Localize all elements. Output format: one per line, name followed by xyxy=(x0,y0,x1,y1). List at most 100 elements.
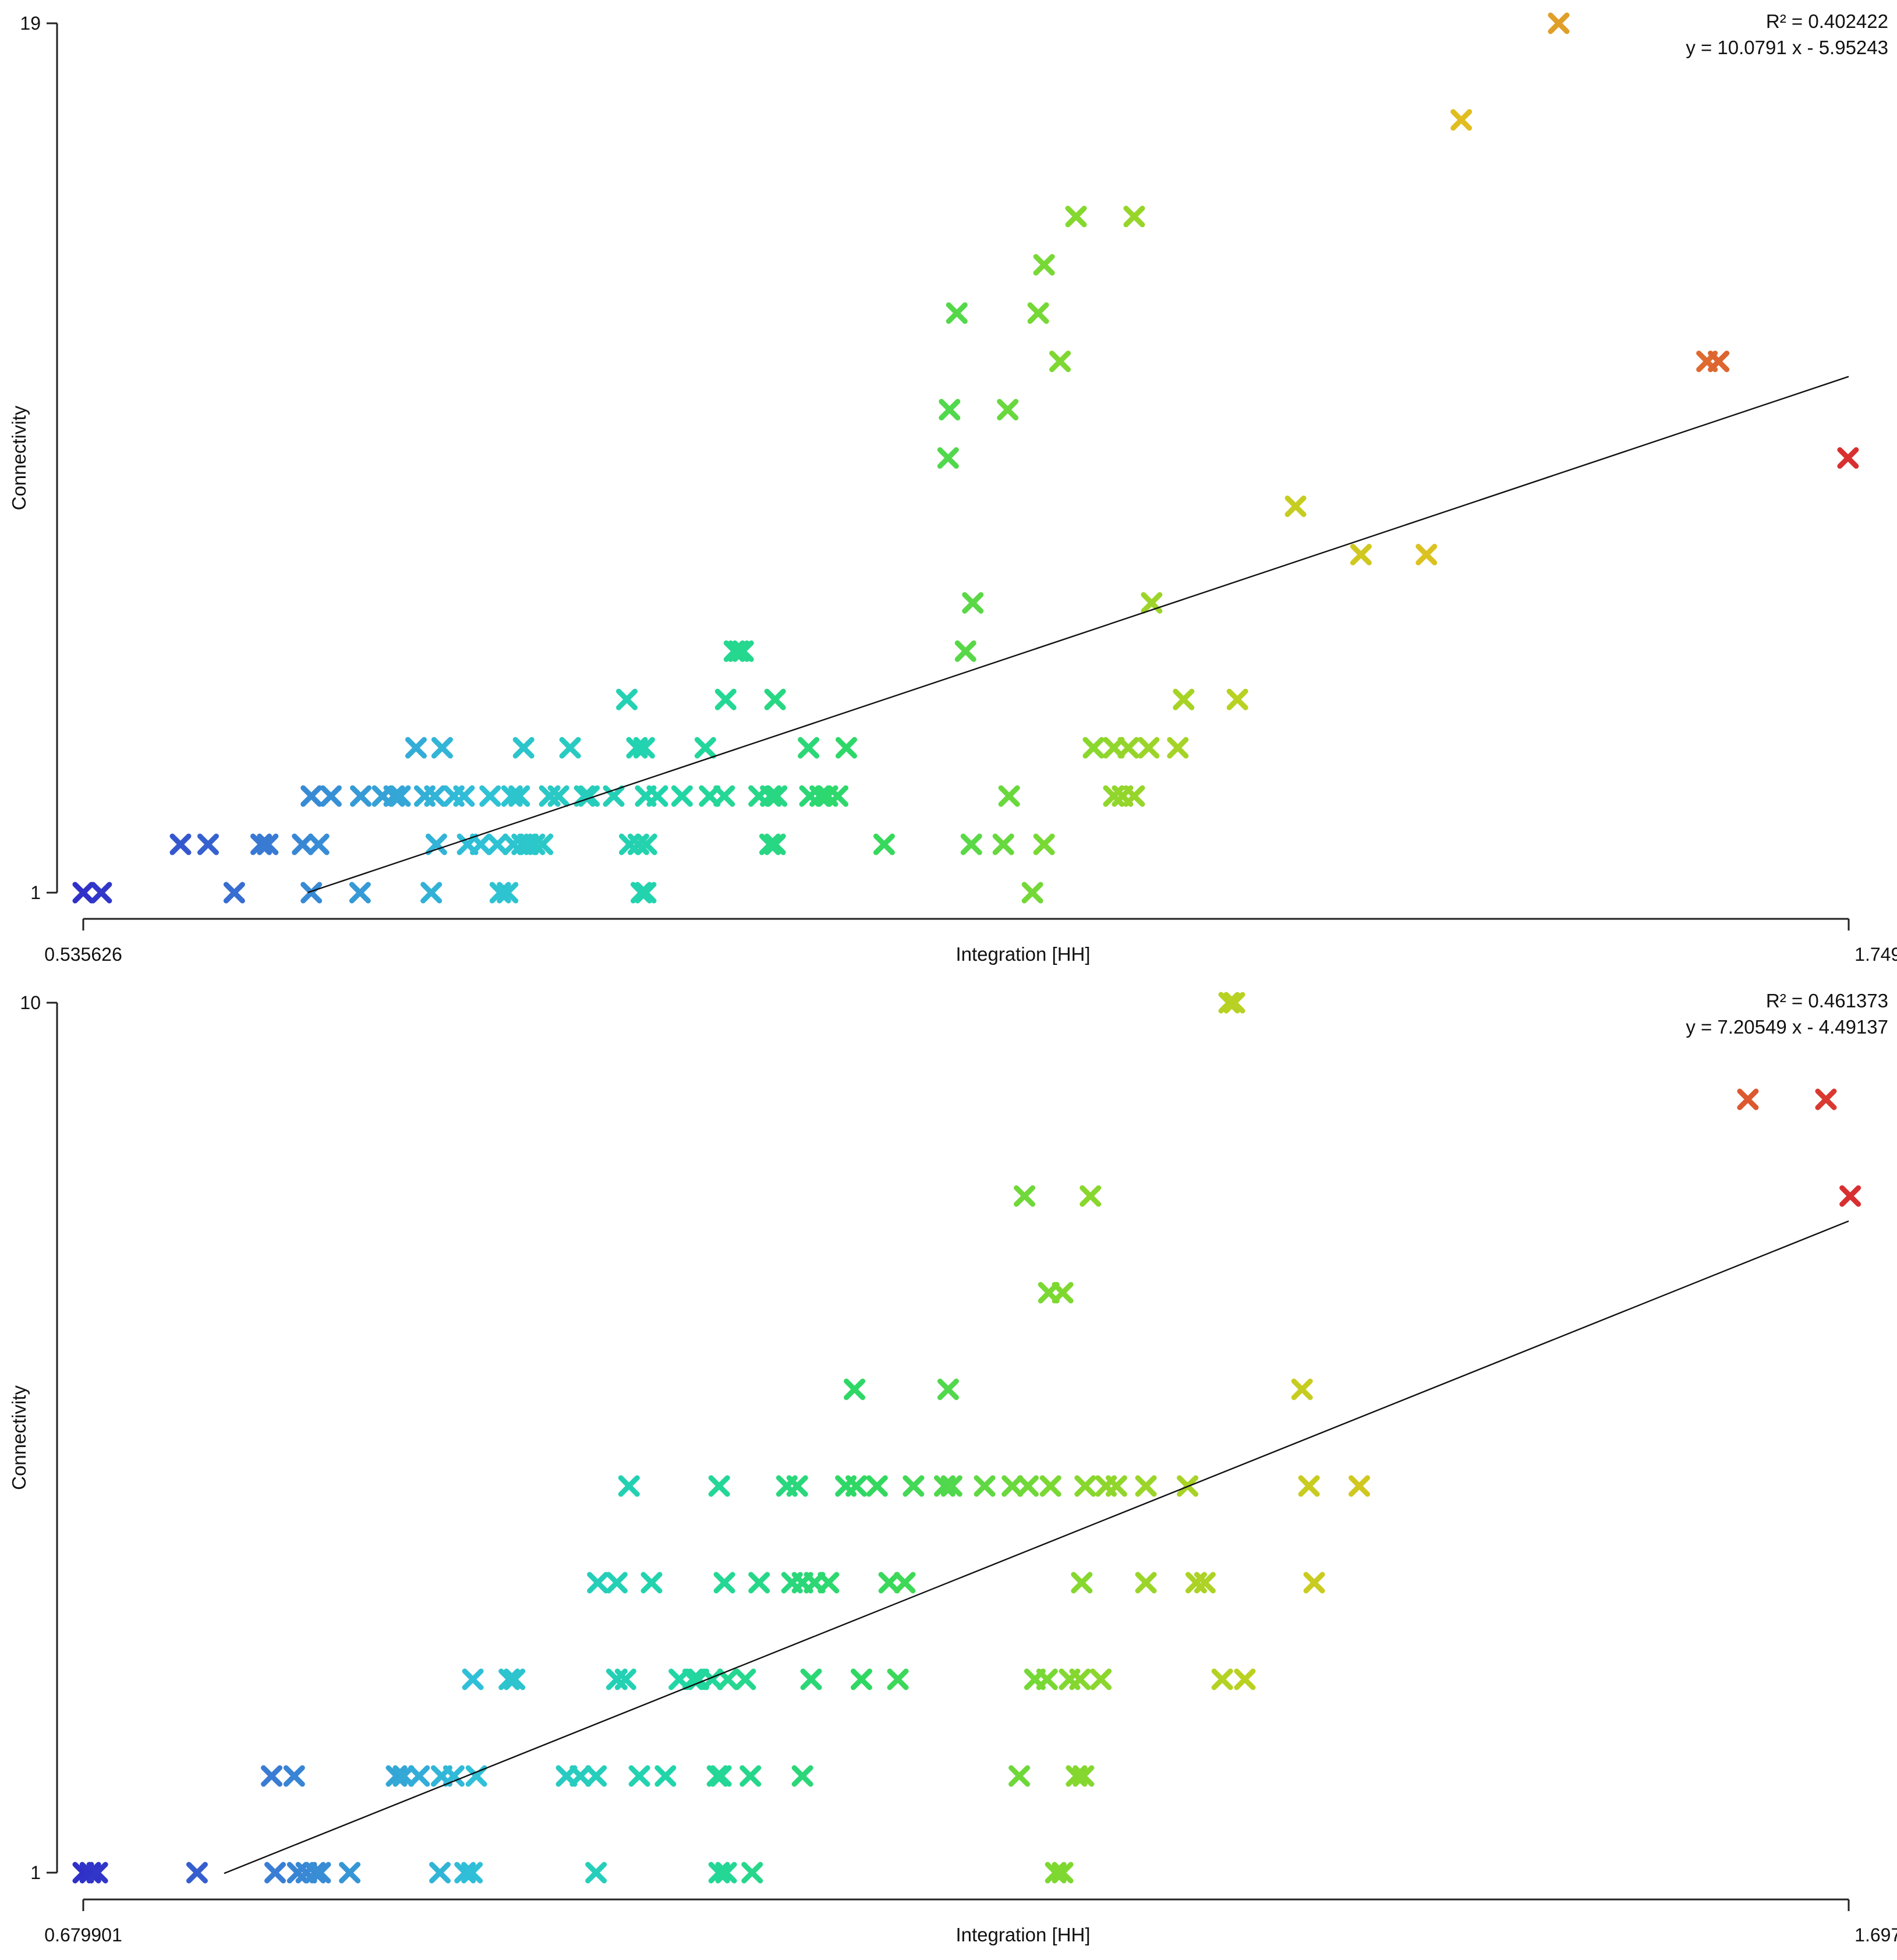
data-point-bottom-33 xyxy=(710,1765,732,1787)
data-point-bottom-40 xyxy=(498,1668,521,1690)
data-point-bottom-62 xyxy=(640,1572,663,1594)
data-point-top-69 xyxy=(405,737,427,759)
data-point-bottom-36 xyxy=(1008,1765,1031,1787)
data-point-bottom-45 xyxy=(682,1668,704,1690)
data-point-bottom-47 xyxy=(701,1668,723,1690)
y-tick-label-min-top: 1 xyxy=(30,882,41,903)
data-point-top-2 xyxy=(223,882,245,904)
scatter-panel-bottom: 1 10 0.679901 1.69761 Integration [HH] C… xyxy=(8,990,1897,1945)
data-point-top-65 xyxy=(998,785,1020,807)
data-point-bottom-72 xyxy=(1135,1572,1157,1594)
data-point-top-10 xyxy=(1021,882,1043,904)
data-point-top-75 xyxy=(694,737,716,759)
data-point-bottom-87 xyxy=(1001,1475,1024,1497)
y-tick-label-max-top: 19 xyxy=(20,13,41,34)
data-point-bottom-68 xyxy=(817,1572,840,1594)
data-point-top-36 xyxy=(320,785,342,807)
data-point-bottom-56 xyxy=(1069,1668,1091,1690)
data-point-bottom-51 xyxy=(850,1668,872,1690)
data-point-top-74 xyxy=(633,737,655,759)
data-point-top-85 xyxy=(764,688,786,710)
data-point-bottom-90 xyxy=(1074,1475,1096,1497)
data-point-bottom-74 xyxy=(1194,1572,1216,1594)
data-point-top-93 xyxy=(1350,543,1372,565)
data-point-bottom-101 xyxy=(1052,1282,1074,1304)
data-point-bottom-16 xyxy=(741,1862,763,1884)
data-point-bottom-11 xyxy=(454,1862,476,1884)
data-point-top-0 xyxy=(72,882,94,904)
data-point-bottom-39 xyxy=(462,1668,484,1690)
data-point-top-12 xyxy=(197,833,219,855)
regression-equation-label-bottom: y = 7.20549 x - 4.49137 xyxy=(1686,1016,1888,1038)
data-point-top-108 xyxy=(962,592,984,614)
data-point-bottom-97 xyxy=(844,1378,866,1400)
data-point-bottom-2 xyxy=(86,1862,108,1884)
data-point-top-96 xyxy=(939,399,961,421)
data-point-bottom-71 xyxy=(1071,1572,1093,1594)
regression-line-bottom xyxy=(224,1220,1849,1874)
data-point-bottom-63 xyxy=(713,1572,735,1594)
data-point-bottom-34 xyxy=(739,1765,762,1787)
data-point-top-32 xyxy=(960,833,982,855)
data-point-bottom-106 xyxy=(1218,992,1240,1014)
data-point-bottom-77 xyxy=(708,1475,730,1497)
data-point-bottom-19 xyxy=(261,1765,283,1787)
points-group-bottom xyxy=(72,992,1861,1884)
data-point-top-82 xyxy=(1167,737,1189,759)
data-point-top-49 xyxy=(547,785,569,807)
data-point-bottom-79 xyxy=(786,1475,808,1497)
data-point-bottom-57 xyxy=(1090,1668,1112,1690)
data-point-top-55 xyxy=(671,785,693,807)
data-point-top-29 xyxy=(759,833,781,855)
x-tick-label-min-bottom: 0.679901 xyxy=(44,1924,122,1945)
r-squared-label-bottom: R² = 0.461373 xyxy=(1766,990,1888,1011)
data-point-bottom-81 xyxy=(845,1475,868,1497)
data-point-top-19 xyxy=(470,833,492,855)
data-point-top-42 xyxy=(424,785,446,807)
data-point-top-8 xyxy=(630,882,652,904)
data-point-top-59 xyxy=(760,785,782,807)
y-axis-label-top: Connectivity xyxy=(8,405,30,510)
data-point-bottom-60 xyxy=(587,1572,609,1594)
data-point-top-94 xyxy=(1284,495,1307,517)
regression-line-top xyxy=(307,376,1849,893)
data-point-bottom-14 xyxy=(708,1862,730,1884)
data-point-bottom-41 xyxy=(504,1668,526,1690)
data-point-top-7 xyxy=(497,882,519,904)
data-point-top-60 xyxy=(766,785,788,807)
data-point-bottom-75 xyxy=(1303,1572,1325,1594)
data-point-bottom-17 xyxy=(1045,1862,1067,1884)
data-point-bottom-59 xyxy=(1234,1668,1256,1690)
y-tick-label-max-bottom: 10 xyxy=(20,992,41,1013)
data-point-top-84 xyxy=(714,688,737,710)
data-point-top-11 xyxy=(169,833,192,855)
data-point-bottom-76 xyxy=(618,1475,640,1497)
y-tick-label-min-bottom: 1 xyxy=(30,1862,41,1883)
data-point-top-98 xyxy=(1049,351,1071,373)
data-point-top-105 xyxy=(1123,206,1145,228)
data-point-bottom-69 xyxy=(878,1572,900,1594)
x-axis-label-top: Integration [HH] xyxy=(955,943,1090,965)
data-point-top-44 xyxy=(453,785,475,807)
data-point-top-90 xyxy=(732,640,754,662)
data-point-top-30 xyxy=(764,833,786,855)
data-point-top-28 xyxy=(635,833,657,855)
data-point-top-34 xyxy=(1033,833,1055,855)
data-point-bottom-13 xyxy=(585,1862,607,1884)
data-point-top-31 xyxy=(873,833,895,855)
data-point-top-97 xyxy=(997,399,1019,421)
data-point-bottom-20 xyxy=(283,1765,305,1787)
data-point-top-25 xyxy=(532,833,554,855)
x-tick-label-min-top: 0.535626 xyxy=(44,944,122,965)
data-point-bottom-52 xyxy=(887,1668,909,1690)
data-point-bottom-31 xyxy=(654,1765,677,1787)
data-point-top-54 xyxy=(646,785,668,807)
data-point-bottom-64 xyxy=(748,1572,770,1594)
data-point-top-40 xyxy=(389,785,411,807)
data-point-bottom-99 xyxy=(1291,1378,1313,1400)
data-point-top-4 xyxy=(349,882,371,904)
data-point-top-83 xyxy=(616,688,638,710)
data-point-top-95 xyxy=(937,447,959,469)
